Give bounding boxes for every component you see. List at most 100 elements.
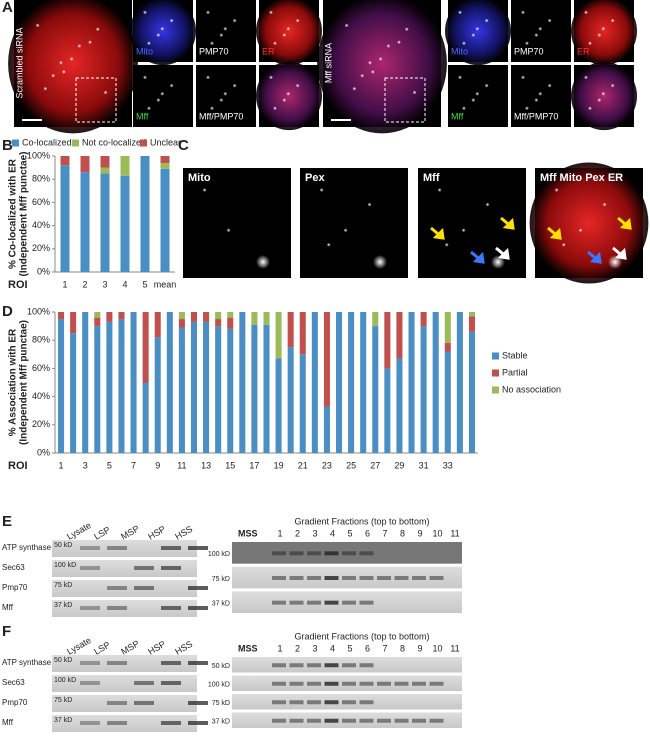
y-tick-label: 0%	[37, 266, 50, 276]
bar-segment	[80, 156, 90, 173]
channel-label: PMP70	[199, 46, 229, 56]
bar-segment	[408, 312, 415, 453]
x-tick-label: 15	[225, 460, 235, 470]
blot-band	[307, 663, 321, 668]
condition-label: Scrambled siRNA	[14, 27, 24, 98]
blot-band	[412, 681, 426, 686]
blot-band	[307, 600, 321, 605]
lane-label: LSP	[92, 640, 112, 657]
blot-band	[324, 551, 339, 556]
y-tick-label: 20%	[32, 243, 50, 253]
bar-segment	[178, 327, 185, 453]
bar-segment	[60, 156, 70, 166]
bar-segment	[444, 343, 451, 352]
micrograph-punctum	[378, 56, 383, 61]
blot-band	[80, 546, 100, 550]
micrograph-signal	[256, 0, 322, 66]
lane-label: MSP	[119, 523, 141, 541]
bar-segment	[384, 368, 391, 453]
bar-segment	[456, 312, 463, 453]
blot-band	[161, 606, 181, 610]
bar-segment	[203, 312, 210, 322]
micrograph-punctum	[219, 33, 224, 38]
row-label: Sec63	[2, 678, 25, 687]
micrograph-punctum	[206, 10, 210, 15]
blot-band	[107, 701, 127, 705]
kd-marker: 50 kD	[212, 663, 230, 670]
x-axis-label: ROI	[8, 279, 28, 291]
fraction-label: 8	[400, 528, 405, 538]
blot-band	[161, 546, 181, 550]
gradient-title: Gradient Fractions (top to bottom)	[294, 516, 429, 526]
micrograph-punctum	[534, 33, 539, 38]
blot-band	[161, 566, 181, 570]
fraction-label: 6	[365, 528, 370, 538]
bar-segment	[106, 312, 113, 322]
x-tick-label: 5	[142, 279, 147, 289]
bar-segment	[251, 312, 258, 325]
channel-label: PMP70	[514, 46, 544, 56]
micrograph-punctum	[51, 73, 56, 78]
x-tick-label: 17	[249, 460, 259, 470]
micrograph-punctum	[370, 69, 375, 74]
micrograph-punctum	[610, 83, 615, 88]
x-tick-label: 2	[82, 279, 87, 289]
fraction-label: 6	[365, 643, 370, 653]
blot-band	[342, 576, 356, 580]
bar-segment	[420, 326, 427, 453]
legend-swatch	[140, 139, 147, 147]
blot-band	[289, 681, 304, 686]
bar-segment	[100, 167, 110, 174]
arrow	[495, 246, 510, 260]
micrograph	[448, 65, 508, 127]
micrograph-punctum	[561, 242, 566, 247]
bar-segment	[190, 321, 198, 453]
micrograph-punctum	[146, 41, 151, 46]
micrograph-punctum	[223, 26, 228, 31]
blot-band	[307, 700, 321, 705]
micrograph-punctum	[461, 41, 466, 46]
micrograph-punctum	[286, 91, 291, 96]
x-tick-label: 13	[201, 460, 211, 470]
blot-band	[188, 606, 208, 610]
fraction-label: 4	[330, 643, 335, 653]
x-tick-label: 19	[274, 460, 284, 470]
x-tick-label: mean	[154, 279, 177, 289]
x-tick-label: 9	[155, 460, 160, 470]
blot-band	[80, 661, 100, 665]
channel-label: Mff	[423, 172, 440, 184]
panel-label: E	[2, 513, 12, 530]
micrograph-punctum	[524, 41, 529, 46]
micrograph-punctum	[169, 18, 174, 23]
blot-band	[342, 551, 356, 556]
channel-label: Pex	[305, 172, 325, 184]
blot-band	[188, 721, 208, 725]
y-axis-label: (Independent Mff punctae)	[19, 320, 30, 445]
x-tick-label: 29	[394, 460, 404, 470]
blot-band	[394, 718, 409, 723]
fraction-label: 7	[382, 643, 387, 653]
micrograph-punctum	[69, 56, 74, 61]
condition-label: Mff siRNA	[323, 43, 333, 83]
micrograph-punctum	[202, 188, 207, 192]
bar-segment	[323, 406, 330, 453]
channel-label: Mito	[188, 172, 211, 184]
x-tick-label: 3	[102, 279, 107, 289]
bar-segment	[227, 317, 234, 329]
bar-segment	[160, 156, 170, 163]
y-tick-label: 60%	[32, 363, 50, 373]
fraction-label: 10	[432, 528, 442, 538]
kd-marker: 37 kD	[54, 602, 72, 609]
row-label: Sec63	[2, 563, 25, 572]
blot-band	[134, 681, 154, 685]
y-tick-label: 20%	[32, 419, 50, 429]
bar-segment	[70, 333, 77, 453]
blot-band	[359, 551, 374, 556]
micrograph-punctum	[143, 10, 147, 15]
blot-band	[342, 600, 356, 605]
fraction-label: 1	[277, 643, 282, 653]
x-tick-label: 21	[298, 460, 308, 470]
micrograph-punctum	[367, 202, 372, 207]
kd-marker: 50 kD	[54, 657, 72, 664]
kd-marker: 100 kD	[54, 677, 76, 684]
